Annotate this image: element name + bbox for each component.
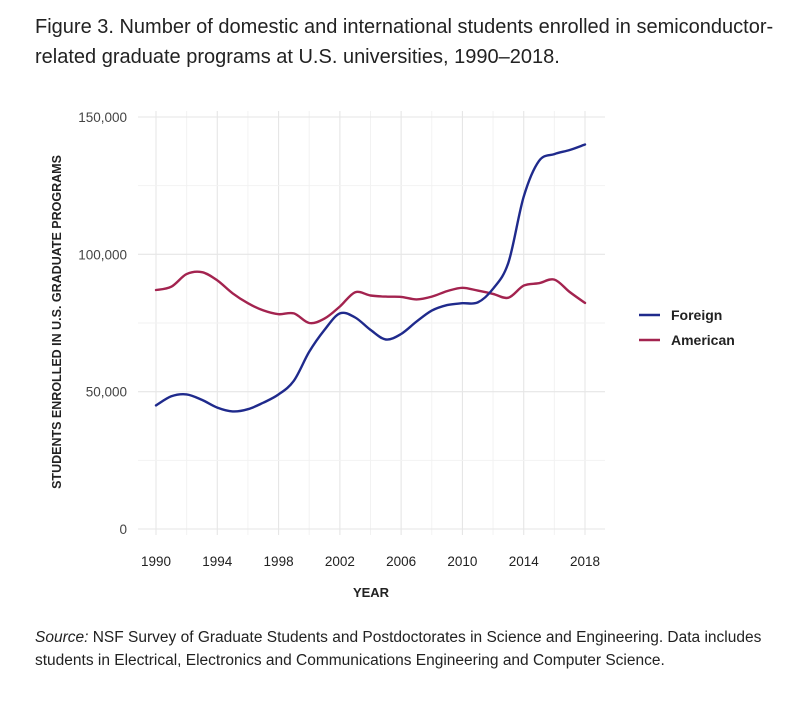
x-tick-label: 2002 xyxy=(325,554,355,569)
x-tick-label: 2018 xyxy=(570,554,600,569)
source-note: Source: NSF Survey of Graduate Students … xyxy=(35,626,775,672)
x-axis-label: YEAR xyxy=(353,585,390,600)
series-lines xyxy=(154,143,587,413)
series-line-american xyxy=(154,270,587,325)
source-text: NSF Survey of Graduate Students and Post… xyxy=(35,629,762,669)
x-tick-label: 1998 xyxy=(264,554,294,569)
legend: Foreign American xyxy=(639,307,735,348)
y-tick-label: 100,000 xyxy=(78,247,127,262)
series-line-foreign xyxy=(154,143,587,413)
x-tick-label: 2014 xyxy=(509,554,540,569)
x-axis-ticks: 1990 1994 1998 2002 2006 2010 2014 2018 xyxy=(141,554,600,569)
y-tick-label: 50,000 xyxy=(86,385,127,400)
y-axis-label: STUDENTS ENROLLED IN U.S. GRADUATE PROGR… xyxy=(50,155,64,489)
x-tick-label: 1994 xyxy=(202,554,233,569)
x-tick-label: 2010 xyxy=(447,554,477,569)
x-tick-label: 2006 xyxy=(386,554,416,569)
y-tick-label: 150,000 xyxy=(78,110,127,125)
x-tick-label: 1990 xyxy=(141,554,171,569)
gridlines xyxy=(138,111,605,535)
y-axis-ticks: 0 50,000 100,000 150,000 xyxy=(78,110,127,537)
legend-label-foreign: Foreign xyxy=(671,307,722,323)
line-chart: 0 50,000 100,000 150,000 1990 1994 1998 2002 20… xyxy=(50,110,735,600)
legend-label-american: American xyxy=(671,332,735,348)
figure-title: Figure 3. Number of domestic and interna… xyxy=(35,16,774,68)
source-label: Source: xyxy=(35,629,89,646)
y-tick-label: 0 xyxy=(119,522,127,537)
